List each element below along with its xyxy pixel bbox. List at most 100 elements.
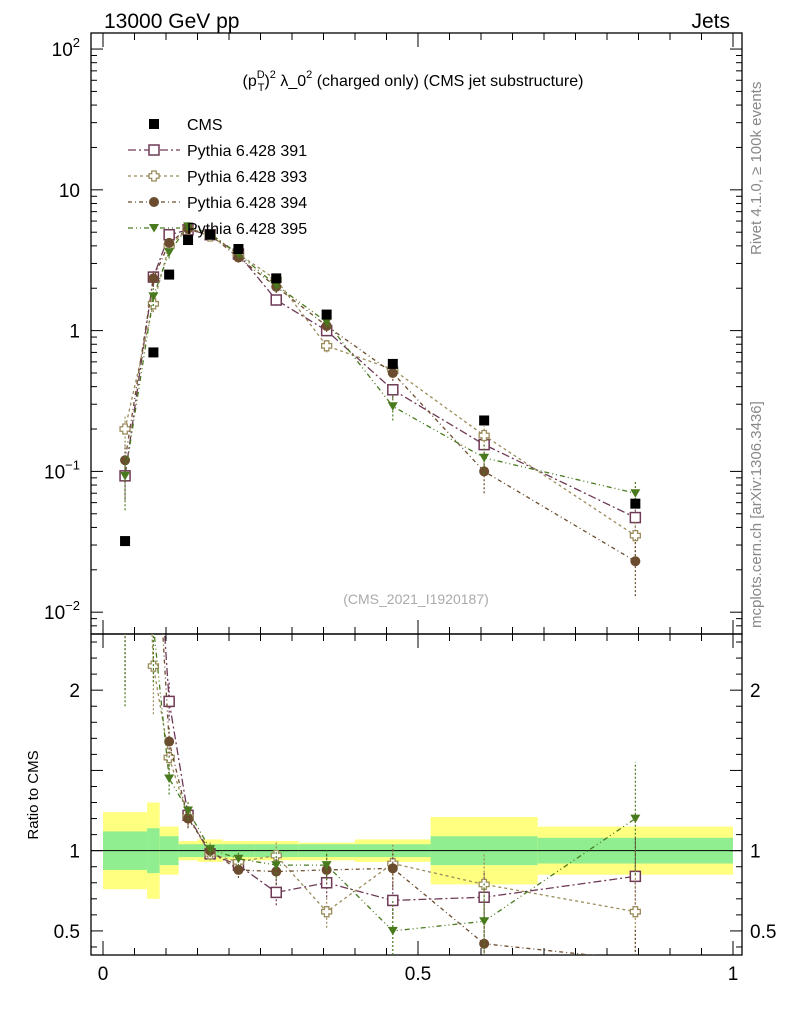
legend-label: Pythia 6.428 393 [187,169,307,186]
mcplots-label: mcplots.cern.ch [arXiv:1306.3436] [748,401,765,628]
ratio-y-tick-label-right: 0.5 [750,922,776,943]
x-tick-label: 0 [98,964,109,985]
ratio-y-axis-label: Ratio to CMS [25,750,42,839]
data-point [205,229,216,240]
ratio-point [271,861,282,870]
x-tick-label: 0.5 [405,964,431,985]
analysis-id-label: (CMS_2021_I1920187) [343,591,489,607]
series-line [124,229,636,519]
data-point [148,347,159,358]
series-point [148,292,159,301]
rivet-version-label: Rivet 4.1.0, ≥ 100k events [748,82,765,255]
ratio-point [270,849,282,862]
series-line [124,225,636,494]
data-point [387,358,398,369]
legend-marker [149,119,159,129]
ratio-point [629,906,641,918]
legend-marker [148,170,160,182]
ratio-point [183,806,194,816]
series-point [630,556,641,567]
ratio-point [321,906,333,918]
legend-label: Pythia 6.428 395 [187,221,307,238]
ratio-series-4 [124,634,641,955]
series-line [124,227,636,537]
ratio-point [163,695,175,708]
series-point [629,529,641,542]
series-line [124,227,636,562]
series-point [478,429,490,442]
energy-label: 13000 GeV pp [104,10,239,33]
ratio-series-line [153,634,636,932]
data-point [630,498,641,509]
ratio-panel: 0 0.5 1 0.5 0.5 1 1 2 2 [54,396,776,985]
series-point [479,466,490,477]
series-point [387,367,398,378]
legend-marker [149,224,159,233]
legend-entry: Pythia 6.428 391 [128,143,307,160]
ratio-y-tick-label-right: 1 [750,842,761,863]
ratio-point [387,863,398,874]
ratio-point [120,396,130,406]
series-point [629,511,642,524]
ratio-series-line [163,634,636,902]
series-point [387,384,399,396]
series-point [270,294,282,306]
legend-label: Pythia 6.428 394 [187,195,307,212]
ratio-y-tick-label: 0.5 [54,922,80,943]
ratio-y-tick-label: 2 [69,681,80,702]
chart-title: (pD T)2 λ_02 (charged only) (CMS jet subs… [243,69,584,94]
data-point [164,269,175,280]
main-series-group [119,222,642,597]
ratio-point [233,864,244,875]
process-label: Jets [691,10,730,33]
series-point [120,471,131,481]
ratio-y-tick-label: 1 [69,842,80,863]
data-point [321,309,332,320]
series-point [119,423,131,435]
y-tick-label: 102 [52,35,80,61]
data-point [183,235,194,246]
series-4 [120,222,641,511]
data-point [479,415,490,426]
ratio-point [387,894,399,907]
data-series [120,229,641,547]
ratio-point [233,854,244,864]
series-point [271,281,282,290]
series-point [148,273,159,284]
y-tick-label: 10−2 [44,598,80,624]
ratio-point [630,814,641,824]
legend-entry: Pythia 6.428 394 [128,195,307,212]
y-tick-label: 10−1 [44,457,80,483]
legend-marker [149,197,159,207]
legend-entry: Pythia 6.428 393 [128,169,307,186]
ratio-point [205,845,216,854]
series-point [147,298,160,310]
ratio-frame [90,633,743,956]
legend-label: Pythia 6.428 391 [187,143,307,160]
y-tick-label: 1 [69,322,80,343]
ratio-point [271,866,282,877]
data-point [120,536,131,547]
legend-entry: CMS [149,117,223,134]
y-tick-label: 10 [59,181,80,202]
series-1 [119,224,642,536]
ratio-point [387,926,398,936]
ratio-point [148,460,158,470]
series-point [183,222,194,231]
ratio-point [164,736,175,747]
data-point [233,243,244,254]
main-panel: 10−2 10−1 1 10 102 [44,32,743,955]
legend-label: CMS [187,117,223,134]
series-point [387,402,398,411]
legend: CMS Pythia 6.428 391 Pythia 6.428 393 Pythi… [128,117,307,238]
x-tick-label: 1 [728,964,739,985]
series-point [479,453,490,463]
ratio-point [164,774,175,783]
series-3 [120,223,641,597]
ratio-point [270,886,282,899]
ratio-point [148,469,158,479]
series-point [321,318,332,327]
ratio-point [479,917,490,926]
series-point [164,248,175,257]
